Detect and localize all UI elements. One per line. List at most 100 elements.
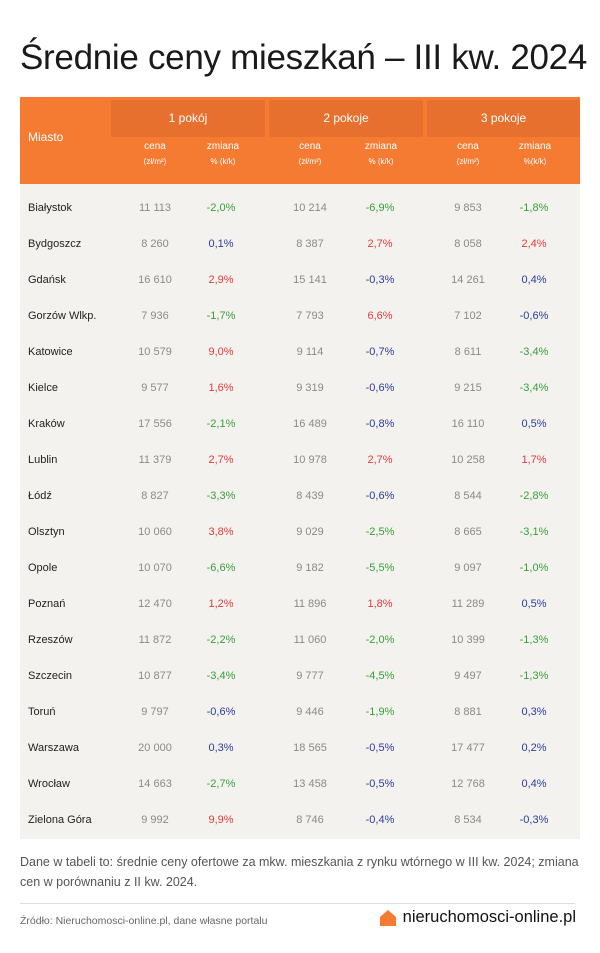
change-1-room: -0,6% <box>206 706 236 718</box>
house-icon <box>379 909 396 926</box>
price-3-rooms: 8 611 <box>454 346 482 358</box>
price-1-room: 11 113 <box>138 202 171 214</box>
change-1-room: -2,7% <box>206 778 236 790</box>
price-3-rooms: 14 261 <box>451 274 485 286</box>
city-name: Katowice <box>28 346 73 358</box>
price-3-rooms: 17 477 <box>451 742 485 754</box>
price-2-rooms: 16 489 <box>293 418 327 430</box>
table-row: Poznań 12 470 1,2% 11 896 1,8% 11 289 0,5% <box>20 586 580 622</box>
change-unit: % (k/k) <box>368 157 394 166</box>
brand-logo[interactable]: nieruchomosci-online.pl <box>379 908 576 927</box>
price-3-rooms: 10 399 <box>451 634 485 646</box>
table-row: Kraków 17 556 -2,1% 16 489 -0,8% 16 110 0,5% <box>20 406 580 442</box>
change-1-room: -6,6% <box>206 562 236 574</box>
price-2-rooms: 11 060 <box>293 634 327 646</box>
price-3-rooms: 9 097 <box>454 562 482 574</box>
price-1-room: 11 379 <box>138 454 172 466</box>
price-2-rooms: 8 439 <box>296 490 324 502</box>
group-header-1-room: 1 pokój <box>111 100 265 137</box>
table-row: Gorzów Wlkp. 7 936 -1,7% 7 793 6,6% 7 102 -0,6… <box>20 298 580 334</box>
change-unit: %(k/k) <box>523 157 547 166</box>
change-1-room: -3,4% <box>206 670 236 682</box>
change-2-rooms: 2,7% <box>367 238 393 250</box>
change-2-rooms: -2,5% <box>365 526 395 538</box>
price-1-room: 8 260 <box>141 238 169 250</box>
price-3-rooms: 8 534 <box>454 814 482 826</box>
price-1-room: 8 827 <box>141 490 169 502</box>
group-header-2-rooms: 2 pokoje <box>269 100 423 137</box>
change-2-rooms: -0,7% <box>365 346 395 358</box>
change-3-rooms: -0,6% <box>519 310 549 322</box>
price-1-room: 14 663 <box>138 778 172 790</box>
price-1-room: 9 577 <box>141 382 169 394</box>
price-1-room: 20 000 <box>138 742 172 754</box>
city-name: Rzeszów <box>28 634 73 646</box>
table-row: Opole 10 070 -6,6% 9 182 -5,5% 9 097 -1,0% <box>20 550 580 586</box>
price-3-rooms: 8 058 <box>454 238 482 250</box>
change-1-room: 2,9% <box>208 274 234 286</box>
price-2-rooms: 8 746 <box>296 814 324 826</box>
change-3-rooms: -1,8% <box>519 202 549 214</box>
city-name: Kielce <box>28 382 58 394</box>
change-1-room: 3,8% <box>208 526 234 538</box>
change-subheader-3: zmiana %(k/k) <box>504 141 566 166</box>
price-2-rooms: 7 793 <box>296 310 324 322</box>
price-label: cena <box>457 141 479 152</box>
city-name: Olsztyn <box>28 526 65 538</box>
price-2-rooms: 10 978 <box>293 454 327 466</box>
change-3-rooms: 0,4% <box>521 778 547 790</box>
table-row: Bydgoszcz 8 260 0,1% 8 387 2,7% 8 058 2,4% <box>20 226 580 262</box>
price-subheader-1: cena (zł/m²) <box>125 141 185 166</box>
price-1-room: 11 872 <box>138 634 172 646</box>
change-2-rooms: 1,8% <box>367 598 393 610</box>
price-1-room: 17 556 <box>138 418 172 430</box>
change-label: zmiana <box>364 141 398 152</box>
city-name: Bydgoszcz <box>28 238 82 250</box>
table-note: Dane w tabeli to: średnie ceny ofertowe … <box>20 855 579 889</box>
price-subheader-2: cena (zł/m²) <box>280 141 340 166</box>
price-1-room: 10 070 <box>138 562 172 574</box>
table-body: Białystok 11 113 -2,0% 10 214 -6,9% 9 853 -1,8… <box>20 184 580 839</box>
change-3-rooms: 0,2% <box>521 742 547 754</box>
table-header: Miasto 1 pokój 2 pokoje 3 pokoje cena (z… <box>20 97 580 184</box>
price-2-rooms: 8 387 <box>296 238 324 250</box>
source-text: Źródło: Nieruchomosci-online.pl, dane wł… <box>20 915 268 927</box>
table-row: Wrocław 14 663 -2,7% 13 458 -0,5% 12 768 0,4% <box>20 766 580 802</box>
change-2-rooms: -0,4% <box>365 814 395 826</box>
price-1-room: 7 936 <box>141 310 169 322</box>
price-3-rooms: 9 215 <box>454 382 482 394</box>
change-3-rooms: -0,3% <box>519 814 549 826</box>
city-column-header: Miasto <box>28 130 64 144</box>
table-row: Lublin 11 379 2,7% 10 978 2,7% 10 258 1,7% <box>20 442 580 478</box>
price-1-room: 10 060 <box>138 526 172 538</box>
table-row: Łódź 8 827 -3,3% 8 439 -0,6% 8 544 -2,8% <box>20 478 580 514</box>
change-3-rooms: 0,3% <box>521 706 547 718</box>
price-1-room: 12 470 <box>138 598 172 610</box>
city-name: Białystok <box>28 202 73 214</box>
change-2-rooms: -0,8% <box>365 418 395 430</box>
price-3-rooms: 8 881 <box>454 706 482 718</box>
table-row: Szczecin 10 877 -3,4% 9 777 -4,5% 9 497 -1,3% <box>20 658 580 694</box>
change-3-rooms: -3,1% <box>519 526 549 538</box>
price-2-rooms: 9 319 <box>296 382 324 394</box>
price-1-room: 10 877 <box>138 670 172 682</box>
change-2-rooms: -5,5% <box>365 562 395 574</box>
table-row: Toruń 9 797 -0,6% 9 446 -1,9% 8 881 0,3% <box>20 694 580 730</box>
change-1-room: 0,1% <box>208 238 234 250</box>
price-label: cena <box>299 141 321 152</box>
change-1-room: -2,2% <box>206 634 236 646</box>
change-label: zmiana <box>206 141 240 152</box>
change-1-room: 0,3% <box>208 742 234 754</box>
change-1-room: -1,7% <box>206 310 236 322</box>
price-unit: (zł/m²) <box>143 157 167 166</box>
brand-name: nieruchomosci-online.pl <box>402 908 576 926</box>
change-3-rooms: 0,5% <box>521 418 547 430</box>
change-3-rooms: -1,0% <box>519 562 549 574</box>
city-name: Gorzów Wlkp. <box>28 310 97 322</box>
city-name: Toruń <box>28 706 56 718</box>
group-header-3-rooms: 3 pokoje <box>427 100 580 137</box>
change-2-rooms: -0,5% <box>365 778 395 790</box>
city-name: Poznań <box>28 598 66 610</box>
city-name: Szczecin <box>28 670 73 682</box>
change-2-rooms: -1,9% <box>365 706 395 718</box>
